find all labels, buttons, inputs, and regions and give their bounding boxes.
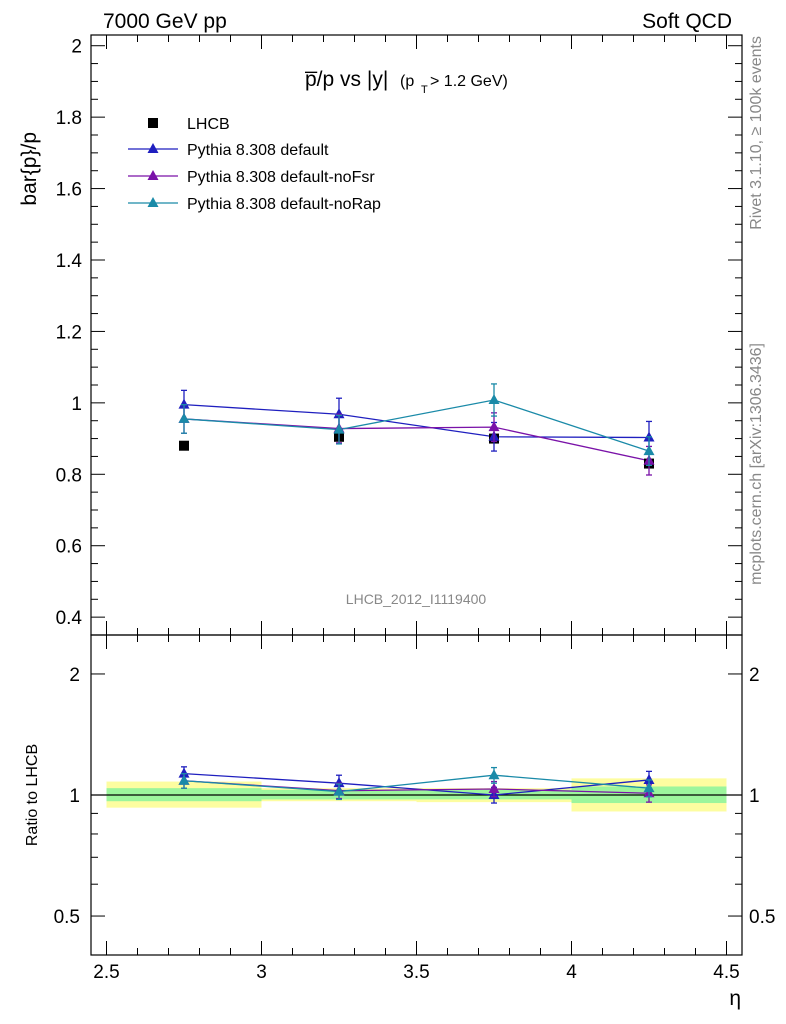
reference-label: LHCB_2012_I1119400 bbox=[346, 591, 487, 607]
main-series-line-pythia-8-308-default bbox=[183, 403, 650, 439]
ratio-frame bbox=[90, 634, 743, 956]
ratio-ytick-label-right: 1 bbox=[749, 786, 760, 807]
main-ytick-label: 1.4 bbox=[56, 251, 83, 272]
legend-entry-nofsr: Pythia 8.308 default-noFsr bbox=[128, 169, 375, 186]
legend-marker-default bbox=[147, 143, 159, 153]
ratio-ytick-label-right: 2 bbox=[749, 665, 760, 686]
legend-label-default: Pythia 8.308 default bbox=[187, 142, 329, 159]
main-title-sub: (p bbox=[400, 73, 414, 90]
ratio-ytick-label-left: 2 bbox=[69, 665, 80, 686]
x-tick-label: 4 bbox=[566, 962, 577, 983]
ratio-ytick-label-left: 0.5 bbox=[54, 907, 80, 928]
legend-entry-default: Pythia 8.308 default bbox=[128, 142, 329, 159]
main-series-line-pythia-8-308-default-norap bbox=[183, 399, 650, 452]
main-ytick-label: 1.6 bbox=[56, 180, 82, 201]
legend: LHCB Pythia 8.308 default Pythia 8.308 d… bbox=[128, 116, 381, 213]
main-point-pythia-8-308-default-0 bbox=[178, 398, 190, 409]
main-ytick-label: 0.4 bbox=[56, 608, 83, 629]
ratio-point-pythia-8-308-default-norap-0 bbox=[178, 774, 190, 785]
ratio-ylabel: Ratio to LHCB bbox=[24, 744, 41, 846]
main-point-pythia-8-308-default-nofsr-2 bbox=[488, 421, 500, 432]
x-tick-label: 3 bbox=[256, 962, 267, 983]
main-ytick-label: 1.8 bbox=[56, 108, 82, 129]
main-point-pythia-8-308-default-norap-2 bbox=[488, 394, 500, 404]
legend-marker-norap bbox=[147, 197, 159, 207]
main-point-lhcb-0 bbox=[179, 440, 189, 451]
header-left: 7000 GeV pp bbox=[103, 10, 227, 33]
ratio-ytick-label-right: 0.5 bbox=[749, 907, 775, 928]
rivet-label: Rivet 3.1.10, ≥ 100k events bbox=[748, 36, 765, 230]
legend-label-lhcb: LHCB bbox=[187, 116, 230, 133]
header-right: Soft QCD bbox=[642, 10, 732, 33]
main-ytick-label: 0.6 bbox=[56, 537, 82, 558]
main-ytick-label: 1 bbox=[71, 394, 82, 415]
x-tick-label: 3.5 bbox=[403, 962, 429, 983]
main-plot-panel: 0.4 0.6 0.8 1 1.2 1.4 1.6 1.8 2 bar{p}/p p̅/p vs… bbox=[18, 34, 743, 636]
main-title-text: p̅/p vs |y| bbox=[304, 68, 388, 91]
legend-label-nofsr: Pythia 8.308 default-noFsr bbox=[187, 169, 375, 186]
ratio-plot-panel: 0.5 0.5 1 1 2 2 2.5 3 3.5 4 4.5 Ratio to LHCB η bbox=[24, 634, 775, 1010]
ratio-point-pythia-8-308-default-0 bbox=[178, 767, 190, 778]
main-title: p̅/p vs |y| (p T > 1.2 GeV) bbox=[304, 68, 508, 96]
ratio-point-pythia-8-308-default-norap-1 bbox=[333, 785, 345, 796]
main-point-pythia-8-308-default-norap-1 bbox=[333, 423, 345, 434]
ratio-point-pythia-8-308-default-nofsr-2 bbox=[488, 782, 500, 793]
main-title-sub-index: T bbox=[421, 84, 428, 96]
legend-label-norap: Pythia 8.308 default-noRap bbox=[187, 196, 381, 213]
x-tick-label: 4.5 bbox=[713, 962, 739, 983]
mcplots-label: mcplots.cern.ch [arXiv:1306.3436] bbox=[748, 343, 765, 585]
main-ylabel: bar{p}/p bbox=[18, 132, 41, 206]
ratio-point-pythia-8-308-default-norap-2 bbox=[488, 769, 500, 780]
ratio-series-line-pythia-8-308-default-norap bbox=[183, 774, 650, 793]
ratio-point-pythia-8-308-default-3 bbox=[643, 773, 655, 784]
main-point-pythia-8-308-default-norap-0 bbox=[178, 412, 190, 423]
main-point-pythia-8-308-default-norap-3 bbox=[643, 445, 655, 456]
ratio-ytick-label-left: 1 bbox=[69, 786, 80, 807]
main-title-sub-tail: > 1.2 GeV) bbox=[430, 73, 508, 90]
x-tick-label: 2.5 bbox=[93, 962, 119, 983]
main-ytick-label: 2 bbox=[71, 37, 82, 58]
x-axis-label: η bbox=[729, 987, 741, 1010]
main-ytick-label: 0.8 bbox=[56, 465, 82, 486]
legend-entry-lhcb: LHCB bbox=[148, 116, 230, 133]
ratio-point-pythia-8-308-default-norap-3 bbox=[643, 782, 655, 793]
legend-marker-nofsr bbox=[147, 170, 159, 180]
legend-entry-norap: Pythia 8.308 default-noRap bbox=[128, 196, 381, 213]
ratio-series-line-pythia-8-308-default bbox=[183, 773, 650, 796]
ratio-point-pythia-8-308-default-1 bbox=[333, 777, 345, 788]
legend-marker-lhcb bbox=[148, 118, 158, 128]
main-ytick-label: 1.2 bbox=[56, 322, 82, 343]
